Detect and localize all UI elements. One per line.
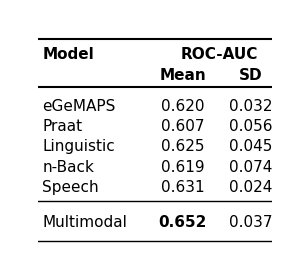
Text: Multimodal: Multimodal [42,215,127,230]
Text: 0.074: 0.074 [229,160,272,175]
Text: ROC-AUC: ROC-AUC [181,47,258,62]
Text: 0.631: 0.631 [161,180,205,195]
Text: 0.652: 0.652 [159,215,207,230]
Text: eGeMAPS: eGeMAPS [42,99,116,114]
Text: 0.619: 0.619 [161,160,205,175]
Text: Speech: Speech [42,180,99,195]
Text: 0.620: 0.620 [161,99,205,114]
Text: Praat: Praat [42,119,82,134]
Text: 0.037: 0.037 [229,215,272,230]
Text: Linguistic: Linguistic [42,139,115,154]
Text: 0.032: 0.032 [229,99,272,114]
Text: 0.056: 0.056 [229,119,272,134]
Text: 0.024: 0.024 [229,180,272,195]
Text: 0.045: 0.045 [229,139,272,154]
Text: SD: SD [239,68,262,83]
Text: 0.625: 0.625 [161,139,205,154]
Text: 0.607: 0.607 [161,119,205,134]
Text: Mean: Mean [159,68,206,83]
Text: Model: Model [42,47,94,62]
Text: n-Back: n-Back [42,160,94,175]
